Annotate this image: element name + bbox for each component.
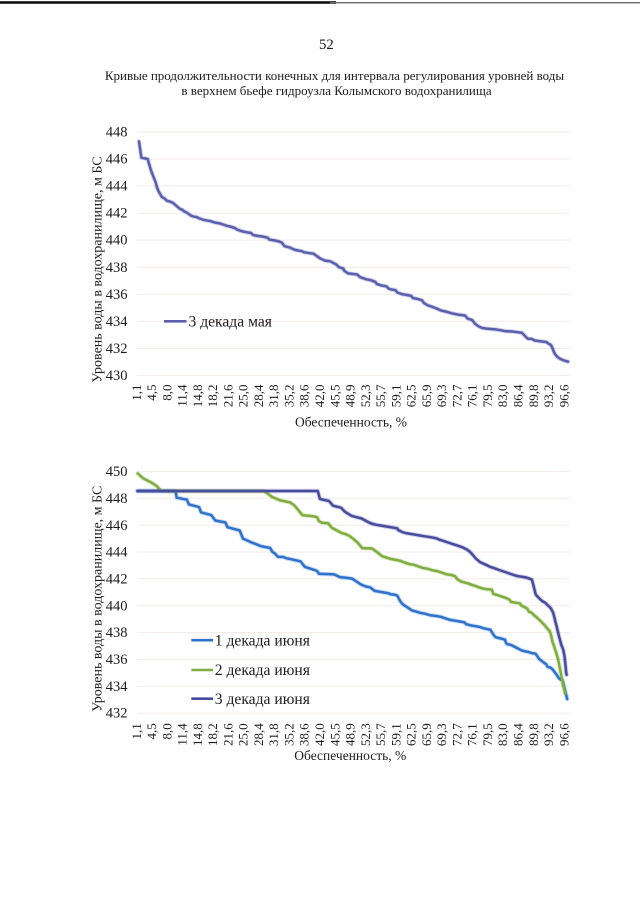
svg-text:Уровень воды в водохранилище,: Уровень воды в водохранилище, м БС bbox=[91, 486, 106, 712]
svg-text:28,4: 28,4 bbox=[251, 384, 266, 407]
svg-text:83,0: 83,0 bbox=[495, 385, 510, 408]
svg-text:52: 52 bbox=[319, 37, 334, 53]
svg-text:31,8: 31,8 bbox=[266, 385, 281, 408]
svg-text:96,6: 96,6 bbox=[556, 384, 571, 407]
svg-text:18,2: 18,2 bbox=[205, 385, 220, 408]
svg-text:444: 444 bbox=[106, 179, 129, 195]
svg-text:79,5: 79,5 bbox=[480, 723, 495, 746]
svg-text:89,8: 89,8 bbox=[526, 723, 541, 746]
svg-text:38,6: 38,6 bbox=[297, 384, 312, 407]
svg-text:11,4: 11,4 bbox=[175, 384, 190, 407]
svg-text:8,0: 8,0 bbox=[159, 385, 174, 401]
svg-text:448: 448 bbox=[106, 125, 128, 141]
svg-text:450: 450 bbox=[106, 464, 128, 480]
svg-text:76,1: 76,1 bbox=[465, 385, 480, 408]
svg-text:69,3: 69,3 bbox=[434, 723, 449, 746]
svg-text:432: 432 bbox=[106, 706, 128, 722]
svg-text:45,5: 45,5 bbox=[327, 723, 342, 746]
svg-text:86,4: 86,4 bbox=[511, 723, 526, 746]
svg-text:69,3: 69,3 bbox=[434, 385, 449, 408]
svg-text:35,2: 35,2 bbox=[282, 385, 297, 408]
svg-text:55,7: 55,7 bbox=[373, 723, 388, 746]
svg-text:в верхнем бьефе гидроузла Колы: в верхнем бьефе гидроузла Колымского вод… bbox=[181, 83, 491, 98]
svg-text:438: 438 bbox=[106, 260, 128, 276]
svg-text:Обеспеченность, %: Обеспеченность, % bbox=[294, 748, 406, 763]
svg-text:14,8: 14,8 bbox=[190, 385, 205, 408]
svg-text:93,2: 93,2 bbox=[541, 723, 556, 746]
svg-text:446: 446 bbox=[106, 518, 128, 534]
svg-text:Обеспеченность, %: Обеспеченность, % bbox=[295, 415, 407, 430]
svg-text:25,0: 25,0 bbox=[236, 723, 251, 746]
svg-text:436: 436 bbox=[106, 287, 128, 303]
svg-text:42,0: 42,0 bbox=[312, 385, 327, 408]
svg-text:Уровень воды в водохранилище,: Уровень воды в водохранилище, м БС bbox=[91, 156, 106, 382]
svg-text:93,2: 93,2 bbox=[541, 385, 556, 408]
svg-text:432: 432 bbox=[106, 341, 128, 357]
svg-text:8,0: 8,0 bbox=[159, 723, 174, 739]
svg-text:1,1: 1,1 bbox=[129, 385, 144, 401]
svg-text:55,7: 55,7 bbox=[373, 384, 388, 407]
svg-text:14,8: 14,8 bbox=[190, 723, 205, 746]
svg-text:25,0: 25,0 bbox=[236, 385, 251, 408]
svg-text:438: 438 bbox=[106, 625, 128, 641]
svg-text:31,8: 31,8 bbox=[266, 723, 281, 746]
svg-text:86,4: 86,4 bbox=[511, 384, 526, 407]
svg-text:18,2: 18,2 bbox=[205, 723, 220, 746]
svg-text:38,6: 38,6 bbox=[297, 723, 312, 746]
svg-text:72,7: 72,7 bbox=[449, 723, 464, 746]
svg-text:89,8: 89,8 bbox=[526, 385, 541, 408]
svg-text:440: 440 bbox=[106, 233, 128, 249]
svg-text:52,3: 52,3 bbox=[358, 385, 373, 408]
svg-text:11,4: 11,4 bbox=[175, 723, 190, 746]
svg-text:96,6: 96,6 bbox=[556, 723, 571, 746]
svg-text:4,5: 4,5 bbox=[144, 385, 159, 401]
svg-text:65,9: 65,9 bbox=[419, 385, 434, 408]
svg-text:434: 434 bbox=[106, 314, 129, 330]
svg-text:1 декада июня: 1 декада июня bbox=[215, 632, 310, 649]
svg-text:440: 440 bbox=[106, 598, 128, 614]
svg-text:446: 446 bbox=[106, 152, 128, 168]
svg-text:28,4: 28,4 bbox=[251, 723, 266, 746]
svg-text:3 декада мая: 3 декада мая bbox=[189, 314, 272, 331]
svg-text:442: 442 bbox=[106, 572, 128, 588]
svg-text:444: 444 bbox=[106, 545, 129, 561]
svg-text:72,7: 72,7 bbox=[449, 384, 464, 407]
svg-text:59,1: 59,1 bbox=[388, 723, 403, 746]
svg-text:48,9: 48,9 bbox=[343, 385, 358, 408]
svg-text:2 декада июня: 2 декада июня bbox=[215, 662, 310, 679]
svg-text:1,1: 1,1 bbox=[129, 723, 144, 739]
svg-text:448: 448 bbox=[106, 491, 128, 507]
svg-text:48,9: 48,9 bbox=[343, 723, 358, 746]
svg-text:59,1: 59,1 bbox=[388, 385, 403, 408]
svg-text:430: 430 bbox=[106, 368, 128, 384]
svg-text:3 декада июня: 3 декада июня bbox=[215, 691, 310, 708]
svg-text:Кривые продолжительности конеч: Кривые продолжительности конечных для ин… bbox=[105, 68, 565, 83]
svg-text:21,6: 21,6 bbox=[220, 723, 235, 746]
svg-text:79,5: 79,5 bbox=[480, 385, 495, 408]
svg-text:21,6: 21,6 bbox=[220, 384, 235, 407]
svg-text:62,5: 62,5 bbox=[404, 723, 419, 746]
svg-text:4,5: 4,5 bbox=[144, 723, 159, 739]
svg-text:65,9: 65,9 bbox=[419, 723, 434, 746]
svg-text:35,2: 35,2 bbox=[282, 723, 297, 746]
svg-text:436: 436 bbox=[106, 652, 128, 668]
svg-text:83,0: 83,0 bbox=[495, 723, 510, 746]
svg-text:52,3: 52,3 bbox=[358, 723, 373, 746]
svg-text:434: 434 bbox=[106, 679, 129, 695]
svg-text:442: 442 bbox=[106, 206, 128, 222]
svg-text:45,5: 45,5 bbox=[327, 385, 342, 408]
svg-text:62,5: 62,5 bbox=[404, 385, 419, 408]
svg-text:76,1: 76,1 bbox=[465, 723, 480, 746]
svg-text:42,0: 42,0 bbox=[312, 723, 327, 746]
